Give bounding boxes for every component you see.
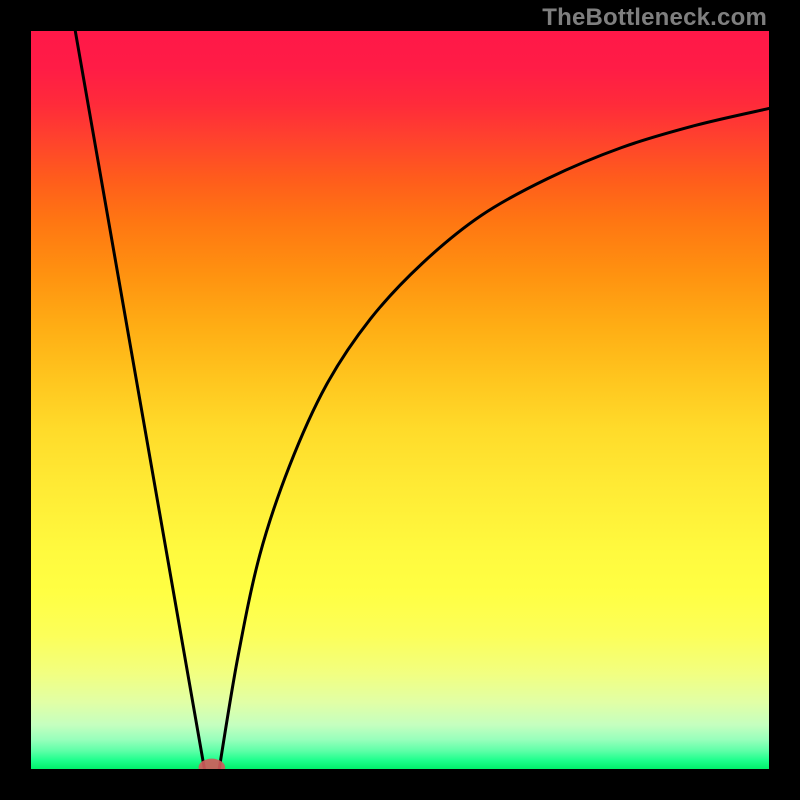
plot-area xyxy=(31,31,769,769)
chart-svg xyxy=(31,31,769,769)
plot-background xyxy=(31,31,769,769)
watermark-text: TheBottleneck.com xyxy=(542,4,767,32)
stage: TheBottleneck.com xyxy=(0,0,800,800)
